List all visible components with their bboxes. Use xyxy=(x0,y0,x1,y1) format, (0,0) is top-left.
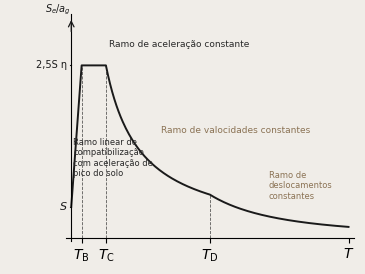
Text: Ramo de
deslocamentos
constantes: Ramo de deslocamentos constantes xyxy=(269,171,333,201)
Text: 2,5S η: 2,5S η xyxy=(36,60,67,70)
Text: Ramo de aceleração constante: Ramo de aceleração constante xyxy=(110,40,250,49)
Text: S: S xyxy=(60,202,67,212)
Text: Ramo linear de
compatibilização
com aceleração de
pico do solo: Ramo linear de compatibilização com acel… xyxy=(73,138,153,178)
Text: Ramo de valocidades constantes: Ramo de valocidades constantes xyxy=(161,126,311,135)
Text: $S_e/a_g$: $S_e/a_g$ xyxy=(45,3,70,17)
